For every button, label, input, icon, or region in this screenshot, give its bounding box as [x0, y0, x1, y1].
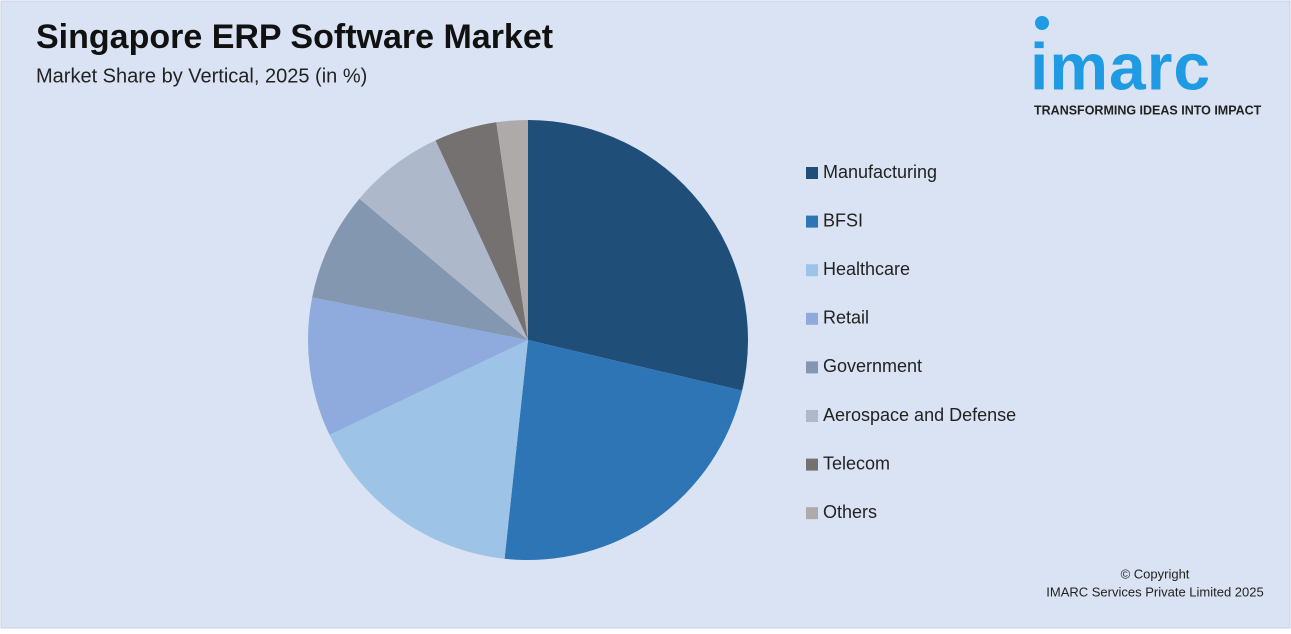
pie-slice	[307, 297, 528, 435]
logo-dot	[1035, 16, 1049, 30]
legend-label: Government	[823, 356, 922, 376]
legend-swatch	[806, 264, 818, 277]
legend-label: Retail	[823, 308, 869, 328]
legend-swatch	[806, 312, 818, 325]
copyright: IMARC Services Private Limited 2025	[1046, 584, 1263, 599]
legend-label: Telecom	[823, 453, 890, 473]
logo: imarc	[1030, 29, 1211, 103]
pie-slice	[496, 120, 528, 340]
pie-slice	[528, 120, 748, 391]
legend-swatch	[806, 361, 818, 374]
legend-label: Aerospace and Defense	[823, 405, 1016, 425]
pie-slice	[504, 340, 743, 560]
pie-slice	[312, 198, 528, 340]
legend-swatch	[806, 167, 818, 179]
pie-slice	[435, 122, 528, 341]
chart-title: Singapore ERP Software Market	[36, 18, 553, 56]
chart-subtitle: Market Share by Vertical, 2025 (in %)	[36, 65, 367, 87]
legend-swatch	[806, 410, 818, 422]
legend-swatch	[806, 507, 818, 520]
logo-tagline: TRANSFORMING IDEAS INTO IMPACT	[1034, 103, 1262, 117]
legend-label: Healthcare	[823, 259, 910, 279]
legend-label: Others	[823, 502, 877, 522]
pie-slice	[359, 140, 528, 340]
legend-swatch	[806, 215, 818, 228]
legend-label: Manufacturing	[823, 162, 937, 182]
copyright: © Copyright	[1121, 566, 1190, 581]
pie-slice	[329, 340, 528, 559]
legend-swatch	[806, 458, 818, 471]
legend-label: BFSI	[823, 210, 863, 230]
